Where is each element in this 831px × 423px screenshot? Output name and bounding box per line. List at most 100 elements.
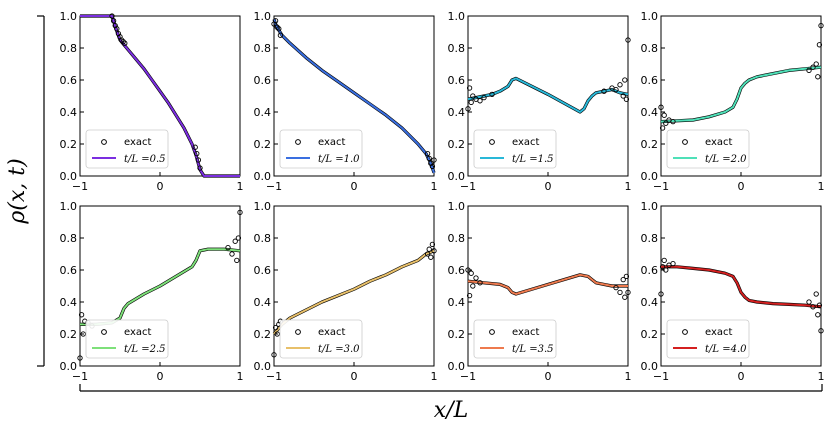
data-point [816,42,823,48]
legend-marker [682,329,688,335]
data-point [670,260,676,267]
data-point [192,144,198,150]
y-tick-label: 0.8 [448,232,466,245]
x-tick-label: 1 [625,180,632,193]
series-line [80,15,240,177]
y-tick-label: 0.4 [641,296,659,309]
y-tick-label: 0.2 [254,328,272,341]
y-tick-label: 0.8 [448,42,466,55]
series-line [467,273,628,295]
legend-label-exact: exact [124,137,152,148]
y-tick-label: 0.0 [448,360,466,373]
y-tick-label: 1.0 [448,10,466,23]
data-point [620,276,626,283]
data-point [815,74,821,80]
x-tick-label: 1 [818,370,825,383]
data-point [274,331,280,337]
data-point [426,155,432,162]
panel-6: 0.0 0.2 0.4 0.6 0.8 1.0 −1 0 1 exact t/L =3.0 [254,200,438,383]
data-point [663,267,669,273]
x-tick-label: −1 [72,180,88,193]
data-point [473,275,479,281]
data-point [429,163,436,170]
x-tick-label: 1 [625,370,632,383]
y-tick-label: 0.2 [641,138,659,151]
y-tick-label: 1.0 [641,200,659,213]
y-tick-label: 0.6 [60,74,78,87]
y-tick-label: 0.0 [641,170,659,183]
data-point [194,150,200,157]
data-point [466,292,473,299]
x-tick-label: 1 [431,180,438,193]
data-point [477,98,483,104]
panel-7: 0.0 0.2 0.4 0.6 0.8 1.0 −1 0 1 exact t/L =3.5 [448,200,632,383]
legend-label-time: t/L =2.5 [124,344,166,355]
data-point [234,257,240,264]
y-tick-label: 0.2 [641,328,659,341]
panel-5: 0.0 0.2 0.4 0.6 0.8 1.0 −1 0 1 exact t/L =2.5 [60,200,244,383]
y-tick-label: 0.4 [60,106,78,119]
data-point [276,26,282,32]
x-tick-label: 1 [237,370,244,383]
x-tick-label: 0 [157,180,164,193]
series-line [660,66,822,123]
data-point [623,96,630,102]
legend-label-time: t/L =4.0 [705,344,747,355]
legend-label-time: t/L =3.0 [318,344,360,355]
legend-marker [489,139,495,145]
y-tick-label: 0.6 [641,264,659,277]
data-point [431,248,437,254]
x-tick-label: −1 [460,180,476,193]
panel-4: 0.0 0.2 0.4 0.6 0.8 1.0 −1 0 1 exact t/L =2.0 [641,10,825,193]
x-tick-label: −1 [266,180,282,193]
legend-marker [682,139,688,145]
y-tick-label: 0.0 [641,360,659,373]
legend-label-time: t/L =0.5 [124,154,166,165]
series-line [661,265,822,308]
data-point [77,355,83,361]
data-point [622,294,628,300]
y-tick-label: 0.8 [254,232,272,245]
y-tick-label: 0.4 [448,296,466,309]
series-line [467,77,629,113]
x-tick-label: 0 [545,180,552,193]
data-point [658,291,664,297]
data-point [815,312,821,318]
y-tick-label: 0.8 [254,42,272,55]
y-tick-label: 0.2 [60,138,78,151]
x-tick-label: 0 [738,180,745,193]
data-point [818,22,824,29]
legend-label-time: t/L =3.5 [512,344,554,355]
y-tick-label: 0.6 [641,74,659,87]
data-point [271,352,277,358]
x-tick-label: −1 [72,370,88,383]
data-point [429,241,436,248]
x-tick-label: 0 [738,370,745,383]
data-point [806,299,812,305]
y-tick-label: 0.0 [254,170,272,183]
y-tick-label: 0.6 [448,74,466,87]
x-tick-label: −1 [266,370,282,383]
y-tick-label: 0.8 [641,232,659,245]
panel-8: 0.0 0.2 0.4 0.6 0.8 1.0 −1 0 1 exact t/L =4.0 [641,200,825,383]
legend-label-exact: exact [318,137,346,148]
data-point [114,26,120,32]
y-tick-label: 0.8 [60,232,78,245]
y-axis-title: ρ(x, t) [5,158,30,224]
data-point [470,93,476,99]
data-point [470,283,476,289]
x-tick-label: 1 [818,180,825,193]
y-tick-label: 0.6 [60,264,78,277]
y-tick-label: 0.8 [641,42,659,55]
legend-label-time: t/L =1.0 [318,154,360,165]
panel-3: 0.0 0.2 0.4 0.6 0.8 1.0 −1 0 1 exact t/L =1.5 [448,10,632,193]
data-point [813,291,819,297]
data-point [272,324,279,331]
x-tick-label: −1 [653,370,669,383]
legend-marker [101,139,107,145]
legend-label-exact: exact [705,327,733,338]
data-point [659,264,666,270]
y-tick-label: 0.0 [60,170,78,183]
data-point [613,284,619,291]
